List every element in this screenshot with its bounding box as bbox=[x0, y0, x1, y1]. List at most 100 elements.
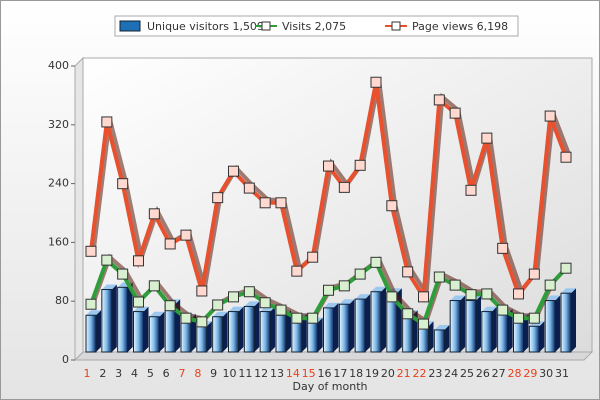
side-wall bbox=[74, 56, 84, 362]
x-tick-label: 20 bbox=[381, 367, 395, 380]
x-tick-label: 1 bbox=[84, 367, 91, 380]
bar-top bbox=[212, 311, 228, 317]
marker bbox=[544, 279, 556, 291]
marker bbox=[386, 200, 398, 212]
marker bbox=[133, 296, 144, 308]
marker bbox=[307, 312, 319, 324]
marker bbox=[370, 256, 382, 268]
bar bbox=[164, 303, 176, 353]
x-tick-label: 4 bbox=[131, 367, 138, 380]
bar bbox=[180, 318, 192, 353]
marker bbox=[544, 110, 556, 122]
bar-side bbox=[206, 321, 212, 352]
bar-top bbox=[86, 310, 101, 316]
marker bbox=[212, 299, 224, 311]
marker bbox=[212, 192, 224, 204]
x-tick-label: 2 bbox=[99, 367, 106, 380]
marker bbox=[148, 280, 160, 292]
bar bbox=[354, 298, 366, 353]
marker bbox=[418, 291, 429, 303]
bar bbox=[481, 311, 493, 353]
bar bbox=[528, 325, 540, 353]
marker bbox=[243, 182, 255, 194]
x-tick-label: 28 bbox=[508, 367, 522, 380]
x-tick-label: 11 bbox=[238, 367, 252, 380]
bar bbox=[212, 316, 224, 353]
x-tick-label: 22 bbox=[413, 367, 427, 380]
bar-side bbox=[539, 321, 545, 352]
bar bbox=[465, 300, 477, 353]
bar bbox=[259, 311, 271, 353]
marker bbox=[228, 165, 239, 177]
marker bbox=[291, 312, 303, 324]
x-tick-label: 19 bbox=[365, 367, 379, 380]
bar-side bbox=[301, 313, 307, 352]
marker bbox=[275, 197, 287, 209]
marker bbox=[228, 291, 239, 303]
bar-top bbox=[355, 294, 371, 300]
marker bbox=[497, 242, 509, 254]
bar-side bbox=[491, 306, 497, 352]
x-tick-label: 6 bbox=[163, 367, 170, 380]
bar-top bbox=[244, 301, 260, 307]
bar bbox=[338, 303, 350, 353]
x-axis-title: Day of month bbox=[292, 380, 367, 393]
legend bbox=[114, 15, 519, 37]
marker bbox=[275, 304, 287, 316]
marker bbox=[560, 151, 572, 163]
bar-side bbox=[381, 286, 386, 352]
bar-top bbox=[434, 324, 450, 330]
bar-top bbox=[339, 299, 355, 305]
y-tick-label: 320 bbox=[48, 118, 69, 131]
bar bbox=[449, 300, 461, 353]
legend-label: Page views 6,198 bbox=[412, 20, 508, 33]
bar-side bbox=[428, 321, 434, 352]
x-tick-label: 12 bbox=[254, 367, 268, 380]
marker bbox=[148, 208, 160, 220]
marker bbox=[370, 76, 382, 88]
x-tick-label: 3 bbox=[115, 367, 122, 380]
marker bbox=[180, 229, 192, 241]
marker bbox=[323, 160, 334, 172]
bar-side bbox=[222, 311, 228, 352]
marker bbox=[164, 300, 176, 312]
bar-top bbox=[149, 311, 165, 317]
marker bbox=[418, 318, 429, 330]
x-tick-label: 15 bbox=[302, 367, 316, 380]
marker bbox=[133, 255, 144, 267]
bar-side bbox=[270, 306, 276, 352]
bar bbox=[418, 325, 429, 353]
marker bbox=[101, 254, 113, 266]
bar-side bbox=[365, 294, 371, 352]
marker bbox=[354, 159, 366, 171]
x-tick-label: 26 bbox=[476, 367, 490, 380]
marker bbox=[386, 291, 398, 303]
bar-top bbox=[561, 288, 576, 294]
bar bbox=[243, 305, 255, 353]
bar-side bbox=[460, 295, 466, 352]
bar-side bbox=[191, 313, 196, 352]
bar-top bbox=[323, 302, 339, 308]
bar-top bbox=[101, 284, 117, 290]
bar-side bbox=[444, 324, 450, 352]
bar-side bbox=[349, 299, 355, 352]
marker bbox=[259, 297, 271, 309]
x-tick-label: 18 bbox=[349, 367, 363, 380]
bar-top bbox=[545, 295, 561, 301]
marker bbox=[513, 312, 524, 324]
bar bbox=[148, 316, 160, 353]
marker bbox=[354, 268, 366, 280]
bar-top bbox=[371, 286, 386, 292]
bar-side bbox=[96, 310, 101, 352]
bar bbox=[101, 289, 113, 353]
bar bbox=[560, 292, 572, 353]
marker bbox=[101, 116, 113, 128]
marker bbox=[433, 94, 445, 106]
y-tick-label: 80 bbox=[55, 294, 69, 307]
bar bbox=[323, 307, 334, 353]
bar-side bbox=[111, 284, 117, 352]
x-tick-label: 10 bbox=[223, 367, 237, 380]
marker bbox=[259, 197, 271, 209]
marker bbox=[85, 245, 97, 257]
marker bbox=[465, 289, 477, 301]
